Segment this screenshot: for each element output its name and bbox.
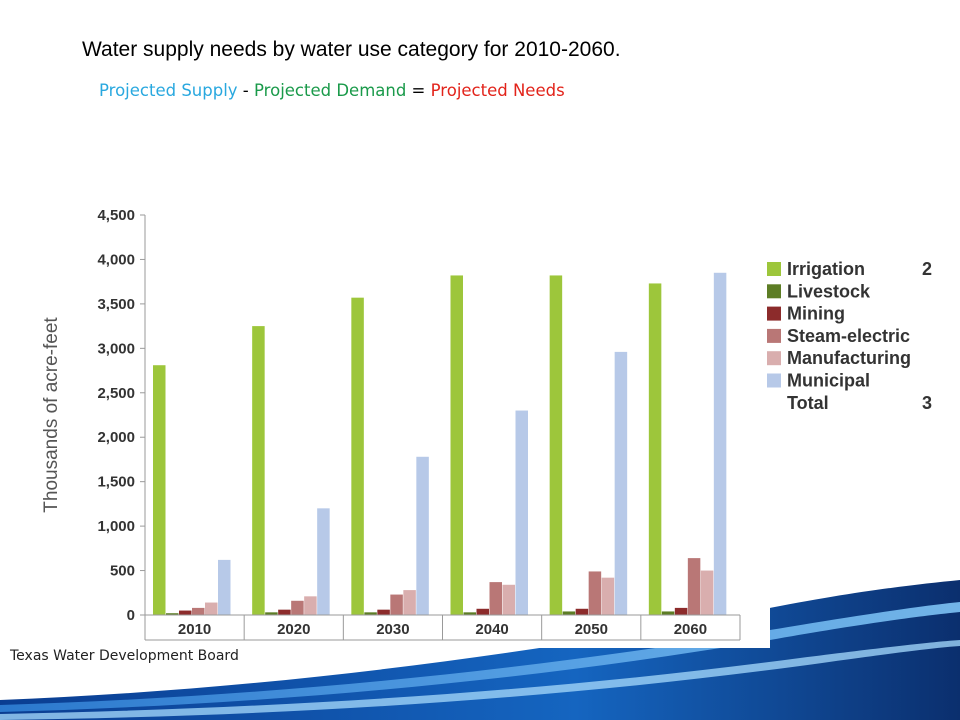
bar-municipal [614, 351, 628, 615]
bar-mining [476, 608, 489, 615]
bar-irrigation [549, 275, 563, 615]
equation-minus: - [237, 81, 255, 100]
bar-livestock [463, 612, 476, 615]
x-tick-label: 2060 [674, 621, 707, 638]
bar-irrigation [351, 297, 364, 615]
bar-manufacturing [205, 602, 218, 615]
legend-label: Municipal [787, 371, 870, 391]
legend-swatch [767, 284, 781, 299]
bar-municipal [317, 508, 330, 615]
bar-irrigation [252, 326, 265, 615]
legend-label: Livestock [787, 281, 871, 301]
bar-steam-electric [291, 600, 304, 615]
x-tick-label: 2040 [475, 621, 508, 638]
equation-equals: = [406, 81, 431, 100]
bar-mining [278, 609, 291, 615]
y-tick-label: 0 [127, 607, 135, 624]
legend-swatch [767, 351, 781, 366]
needs-equation: Projected Supply - Projected Demand = Pr… [99, 81, 565, 100]
bar-mining [674, 607, 688, 615]
bar-manufacturing [601, 577, 615, 615]
legend: IrrigationLivestockMiningSteam-electricM… [767, 259, 932, 413]
y-tick-label: 1,500 [97, 474, 135, 491]
bar-irrigation [450, 275, 463, 615]
y-axis-label: Thousands of acre-feet [41, 317, 62, 513]
bar-irrigation [648, 283, 662, 615]
bar-irrigation [153, 365, 166, 615]
bar-livestock [562, 611, 576, 615]
bar-livestock [364, 612, 377, 615]
y-tick-label: 3,000 [97, 340, 135, 357]
legend-swatch [767, 306, 781, 321]
legend-label: Mining [787, 304, 845, 324]
page-title: Water supply needs by water use category… [82, 38, 621, 61]
bar-livestock [661, 611, 675, 615]
y-tick-label: 2,500 [97, 385, 135, 402]
legend-total-label: Total [787, 393, 829, 413]
legend-swatch [767, 328, 781, 343]
x-tick-label: 2020 [277, 621, 310, 638]
bar-municipal [713, 272, 727, 615]
legend-label: Manufacturing [787, 348, 911, 368]
legend-clipped-value: 3 [922, 393, 932, 413]
x-tick-label: 2010 [178, 621, 211, 638]
bar-steam-electric [687, 558, 701, 615]
bar-mining [179, 610, 192, 615]
legend-label: Steam-electric [787, 326, 910, 346]
bar-municipal [416, 456, 429, 615]
bar-livestock [166, 613, 179, 615]
bar-manufacturing [700, 570, 714, 615]
legend-swatch [767, 262, 781, 276]
equation-needs: Projected Needs [430, 81, 565, 100]
x-tick-label: 2030 [376, 621, 409, 638]
bar-manufacturing [403, 590, 416, 615]
chart-panel [0, 196, 770, 648]
source-label: Texas Water Development Board [10, 648, 239, 664]
y-tick-label: 1,000 [97, 518, 135, 535]
y-tick-label: 4,500 [97, 207, 135, 224]
y-tick-label: 4,000 [97, 251, 135, 268]
x-tick-label: 2050 [575, 621, 608, 638]
equation-supply: Projected Supply [99, 81, 238, 100]
legend-swatch [767, 373, 781, 388]
bar-municipal [218, 559, 231, 615]
bar-steam-electric [489, 582, 502, 615]
bar-manufacturing [502, 584, 515, 615]
bar-steam-electric [588, 571, 602, 615]
bar-mining [377, 609, 390, 615]
legend-label: Irrigation [787, 259, 865, 279]
y-tick-label: 500 [110, 563, 135, 580]
bar-municipal [515, 410, 528, 615]
bar-mining [575, 608, 589, 615]
bar-manufacturing [304, 596, 317, 615]
bar-steam-electric [192, 607, 205, 615]
equation-demand: Projected Demand [254, 81, 407, 100]
y-tick-label: 2,000 [97, 429, 135, 446]
y-tick-label: 3,500 [97, 296, 135, 313]
bar-steam-electric [390, 594, 403, 615]
bar-livestock [265, 612, 278, 615]
legend-clipped-value: 2 [922, 259, 932, 279]
